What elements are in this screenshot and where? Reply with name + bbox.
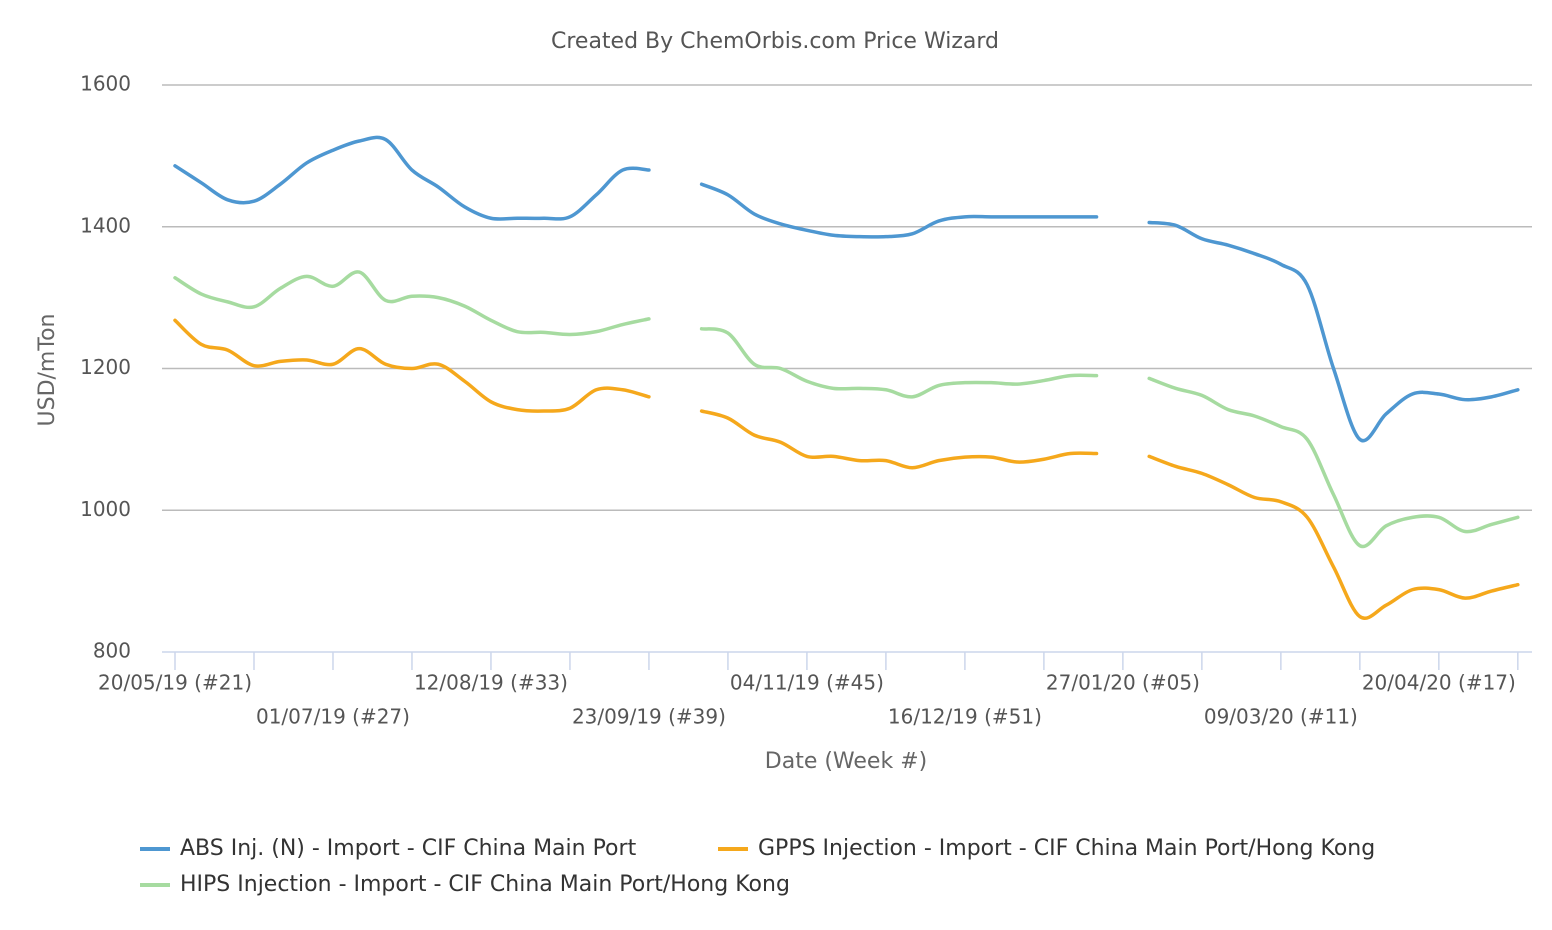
chart-title: Created By ChemOrbis.com Price Wizard bbox=[551, 29, 999, 54]
series-line bbox=[173, 270, 1520, 549]
x-tick-label: 20/04/20 (#17) bbox=[1362, 671, 1516, 695]
x-tick-label: 04/11/19 (#45) bbox=[730, 671, 884, 695]
series-line bbox=[173, 318, 1520, 620]
y-tick-label: 800 bbox=[93, 639, 131, 663]
y-tick-label: 1600 bbox=[80, 72, 131, 96]
x-tick-label: 20/05/19 (#21) bbox=[98, 671, 252, 695]
y-axis-title: USD/mTon bbox=[35, 314, 60, 427]
x-tick-label: 16/12/19 (#51) bbox=[888, 705, 1042, 729]
x-tick-label: 27/01/20 (#05) bbox=[1046, 671, 1200, 695]
x-axis-title: Date (Week #) bbox=[765, 749, 927, 774]
legend-label: GPPS Injection - Import - CIF China Main… bbox=[758, 836, 1375, 861]
x-tick-label: 12/08/19 (#33) bbox=[414, 671, 568, 695]
legend-label: HIPS Injection - Import - CIF China Main… bbox=[180, 872, 790, 897]
x-tick-label: 01/07/19 (#27) bbox=[256, 705, 410, 729]
legend-label: ABS Inj. (N) - Import - CIF China Main P… bbox=[180, 836, 637, 861]
x-tick-label: 09/03/20 (#11) bbox=[1204, 705, 1358, 729]
y-tick-label: 1200 bbox=[80, 355, 131, 379]
y-tick-label: 1400 bbox=[80, 213, 131, 237]
x-tick-label: 23/09/19 (#39) bbox=[572, 705, 726, 729]
y-tick-label: 1000 bbox=[80, 497, 131, 521]
series-line bbox=[173, 135, 1520, 443]
